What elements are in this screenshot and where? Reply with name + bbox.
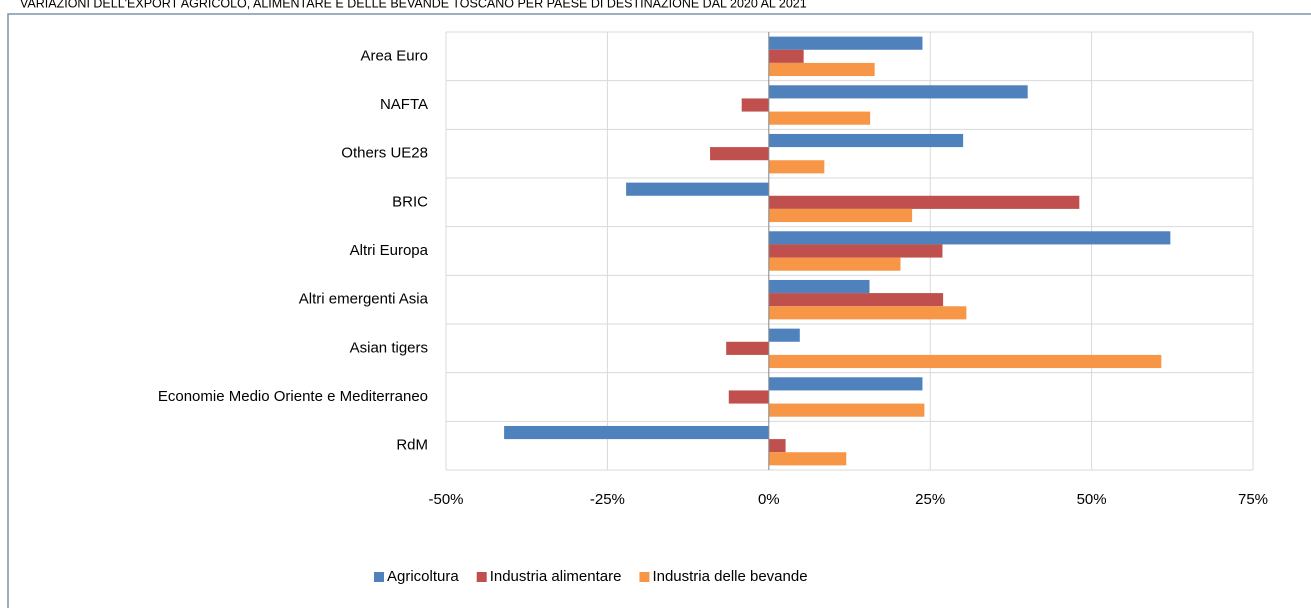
- bar: [768, 279, 870, 294]
- x-tick-label: -25%: [590, 491, 625, 508]
- x-tick-label: 50%: [1077, 491, 1107, 508]
- bar: [768, 452, 847, 466]
- x-tick-label: 75%: [1238, 491, 1268, 508]
- bar: [728, 390, 769, 404]
- legend-label: Industria delle bevande: [652, 568, 807, 585]
- y-tick-label: BRIC: [392, 193, 428, 210]
- bar: [741, 98, 769, 112]
- bar: [768, 133, 964, 148]
- chart-title: VARIAZIONI DELL'EXPORT AGRICOLO, ALIMENT…: [20, 0, 807, 10]
- legend-swatch: [374, 572, 384, 582]
- bar: [768, 306, 967, 320]
- legend-swatch: [639, 572, 650, 582]
- y-tick-label: Others UE28: [341, 145, 428, 162]
- bar: [768, 208, 913, 223]
- y-tick-label: Asian tigers: [350, 339, 428, 356]
- bar: [768, 160, 825, 174]
- bar: [768, 36, 923, 50]
- bar: [768, 244, 943, 258]
- y-tick-label: NAFTA: [380, 96, 428, 113]
- bar: [768, 293, 944, 307]
- y-tick-label: Economie Medio Oriente e Mediterraneo: [158, 388, 428, 405]
- bar: [768, 111, 871, 125]
- x-tick-label: 25%: [915, 491, 945, 508]
- bar: [768, 439, 786, 453]
- bar: [726, 341, 769, 355]
- bar: [768, 257, 901, 271]
- bar: [710, 147, 769, 161]
- chart-frame: [7, 13, 1311, 613]
- legend-label: Agricoltura: [387, 568, 459, 585]
- bar: [768, 62, 875, 77]
- bar: [768, 49, 804, 63]
- bar: [768, 195, 1080, 209]
- bar: [768, 231, 1171, 245]
- x-tick-label: -50%: [428, 491, 463, 508]
- bar: [768, 354, 1162, 369]
- bar: [504, 425, 769, 440]
- y-tick-label: Altri emergenti Asia: [299, 291, 429, 308]
- bar: [768, 85, 1028, 99]
- bar: [768, 377, 923, 391]
- y-tick-label: Altri Europa: [350, 242, 429, 259]
- bar: [768, 403, 925, 417]
- legend-label: Industria alimentare: [490, 568, 622, 585]
- bar: [626, 182, 769, 196]
- legend-swatch: [476, 572, 487, 582]
- y-tick-label: Area Euro: [360, 47, 428, 64]
- bar: [768, 328, 800, 342]
- y-tick-label: RdM: [396, 437, 428, 454]
- x-tick-label: 0%: [758, 491, 780, 508]
